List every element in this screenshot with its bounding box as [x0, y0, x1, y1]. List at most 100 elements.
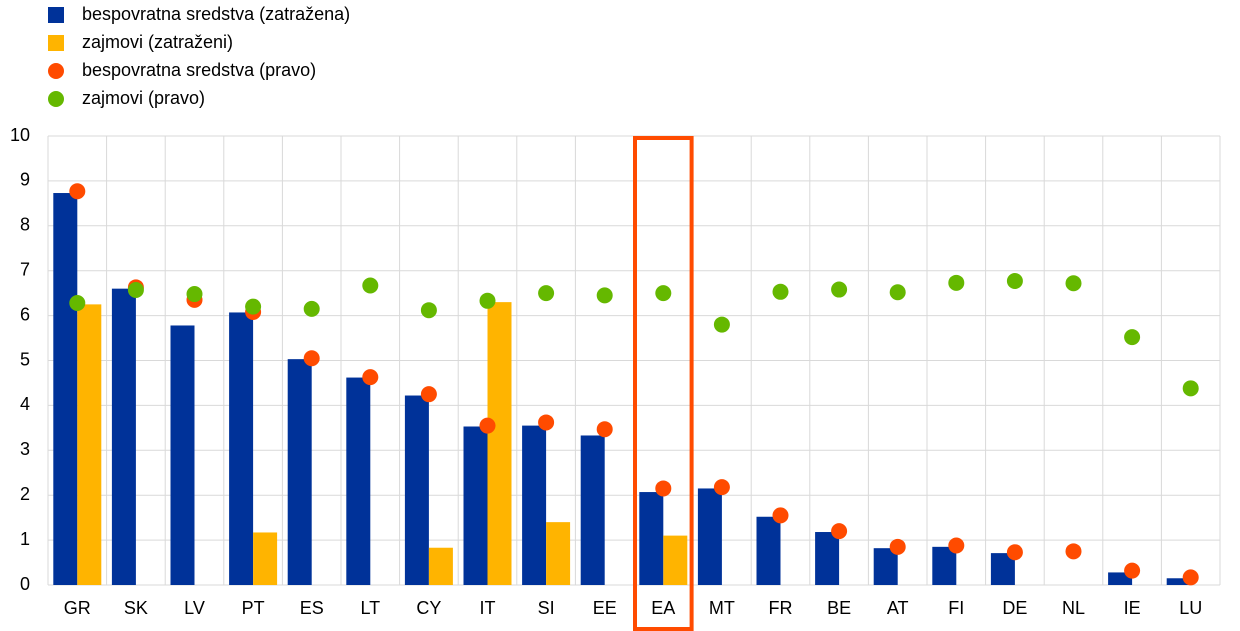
dot — [713, 479, 730, 496]
highlight-box — [633, 136, 694, 631]
bar — [487, 302, 512, 585]
x-tick-label: AT — [887, 598, 909, 618]
x-tick-label: LT — [360, 598, 380, 618]
x-tick-label: CY — [416, 598, 441, 618]
y-tick-label: 1 — [20, 529, 30, 549]
legend-swatch — [48, 63, 64, 79]
dot — [538, 414, 555, 431]
dot — [186, 286, 203, 303]
bar — [697, 488, 722, 585]
y-tick-label: 6 — [20, 304, 30, 324]
y-tick-label: 5 — [20, 349, 30, 369]
dot — [420, 302, 437, 319]
legend-swatch — [48, 35, 64, 51]
legend-swatch — [48, 7, 64, 23]
x-tick-label: NL — [1062, 598, 1085, 618]
bar — [932, 546, 957, 585]
bar — [522, 425, 547, 585]
x-tick-label: GR — [64, 598, 91, 618]
dot — [596, 287, 613, 304]
dot — [538, 285, 555, 302]
dot — [69, 295, 86, 312]
bar — [53, 193, 78, 585]
dot — [948, 537, 965, 554]
dot — [1182, 380, 1199, 397]
dot — [1006, 273, 1023, 290]
dot — [303, 350, 320, 367]
dot — [1124, 562, 1141, 579]
y-tick-label: 2 — [20, 484, 30, 504]
dot — [831, 281, 848, 298]
dot — [362, 277, 379, 294]
x-tick-label: IE — [1124, 598, 1141, 618]
dot — [889, 538, 906, 555]
bar — [229, 312, 254, 585]
bar — [111, 288, 136, 585]
dot — [1006, 544, 1023, 561]
dot — [69, 183, 86, 200]
x-tick-label: EA — [651, 598, 675, 618]
legend-label: zajmovi (pravo) — [82, 88, 205, 108]
dot — [245, 298, 262, 315]
x-tick-label: LU — [1179, 598, 1202, 618]
legend-label: zajmovi (zatraženi) — [82, 32, 233, 52]
dot — [1182, 569, 1199, 586]
x-tick-label: SI — [538, 598, 555, 618]
dot — [772, 283, 789, 300]
bar — [1166, 578, 1191, 585]
bar — [546, 522, 571, 585]
dot — [420, 386, 437, 403]
dot — [772, 507, 789, 524]
dot — [362, 369, 379, 386]
x-tick-label: MT — [709, 598, 735, 618]
dot — [713, 316, 730, 333]
y-tick-label: 8 — [20, 215, 30, 235]
bar — [756, 516, 781, 585]
dot — [948, 274, 965, 291]
dot — [1065, 275, 1082, 292]
x-tick-label: ES — [300, 598, 324, 618]
y-tick-label: 9 — [20, 170, 30, 190]
legend-label: bespovratna sredstva (pravo) — [82, 60, 316, 80]
x-tick-label: EE — [593, 598, 617, 618]
y-tick-label: 7 — [20, 259, 30, 279]
x-tick-label: FI — [948, 598, 964, 618]
dot — [1065, 543, 1082, 560]
dot — [1124, 329, 1141, 346]
legend-label: bespovratna sredstva (zatražena) — [82, 4, 350, 24]
legend-swatch — [48, 91, 64, 107]
dot — [655, 480, 672, 497]
x-tick-label: LV — [184, 598, 205, 618]
bar — [404, 395, 429, 585]
dot — [127, 282, 144, 299]
bar — [580, 435, 605, 585]
bar — [815, 532, 840, 585]
dot — [479, 417, 496, 434]
y-tick-label: 4 — [20, 394, 30, 414]
dot — [831, 523, 848, 540]
bar — [463, 426, 488, 585]
x-tick-label: SK — [124, 598, 148, 618]
x-tick-label: PT — [242, 598, 265, 618]
x-tick-label: FR — [769, 598, 793, 618]
bar — [428, 547, 453, 585]
bar — [873, 548, 898, 585]
bar — [663, 535, 688, 585]
bar — [253, 532, 278, 585]
y-tick-label: 10 — [10, 125, 30, 145]
bar — [287, 359, 312, 585]
dot — [655, 285, 672, 302]
dot — [596, 421, 613, 438]
dot — [479, 292, 496, 309]
bar — [77, 304, 102, 585]
bar — [346, 377, 371, 585]
y-tick-label: 3 — [20, 439, 30, 459]
x-tick-label: DE — [1002, 598, 1027, 618]
dot — [303, 300, 320, 317]
bar — [170, 325, 195, 585]
x-tick-label: IT — [480, 598, 496, 618]
bar — [639, 492, 664, 585]
y-tick-label: 0 — [20, 574, 30, 594]
